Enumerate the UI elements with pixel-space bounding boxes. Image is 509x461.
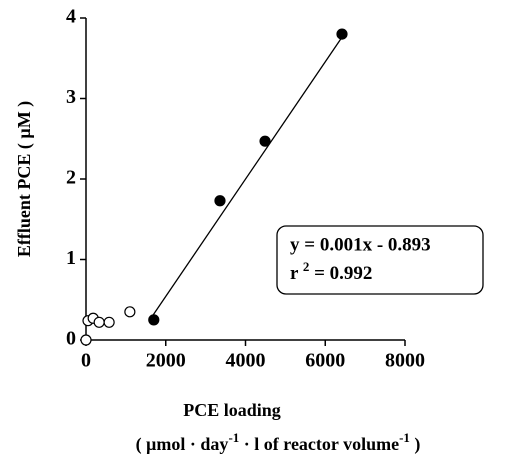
y-tick-label: 4 (66, 6, 76, 28)
point (214, 195, 226, 207)
y-tick-label: 2 (66, 167, 76, 189)
r2-text: = 0.992 (309, 263, 372, 284)
x-axis-label: PCE loading (183, 400, 281, 420)
x-tick-label: 4000 (226, 350, 266, 372)
x-tick-label: 6000 (305, 350, 345, 372)
point (124, 306, 136, 318)
units-text: ) (410, 434, 421, 455)
point (93, 316, 105, 328)
fit-equation: y = 0.001x - 0.893 (290, 234, 431, 255)
units-sup: -1 (399, 430, 410, 445)
point (103, 316, 115, 328)
fit-line (149, 32, 346, 321)
y-tick-label: 0 (66, 328, 76, 350)
point (259, 135, 271, 147)
y-tick-label: 1 (66, 247, 76, 269)
r2-text: r (290, 263, 303, 284)
units-text: · l of reactor volume (239, 434, 399, 454)
x-axis-units: ( µmol · day-1 · l of reactor volume-1 ) (136, 430, 421, 455)
x-tick-label: 8000 (385, 350, 425, 372)
y-tick-label: 3 (66, 86, 76, 108)
units-text: ( µmol · day (136, 434, 229, 455)
x-tick-label: 2000 (146, 350, 186, 372)
r2-sup: 2 (303, 259, 310, 274)
y-axis-label: Effluent PCE ( µM ) (14, 101, 35, 257)
point (336, 28, 348, 40)
x-tick-label: 0 (81, 350, 91, 372)
fit-r2: r 2 = 0.992 (290, 259, 372, 284)
point (80, 334, 92, 346)
point (148, 314, 160, 326)
annotation-box (276, 225, 484, 295)
units-sup: -1 (228, 430, 239, 445)
